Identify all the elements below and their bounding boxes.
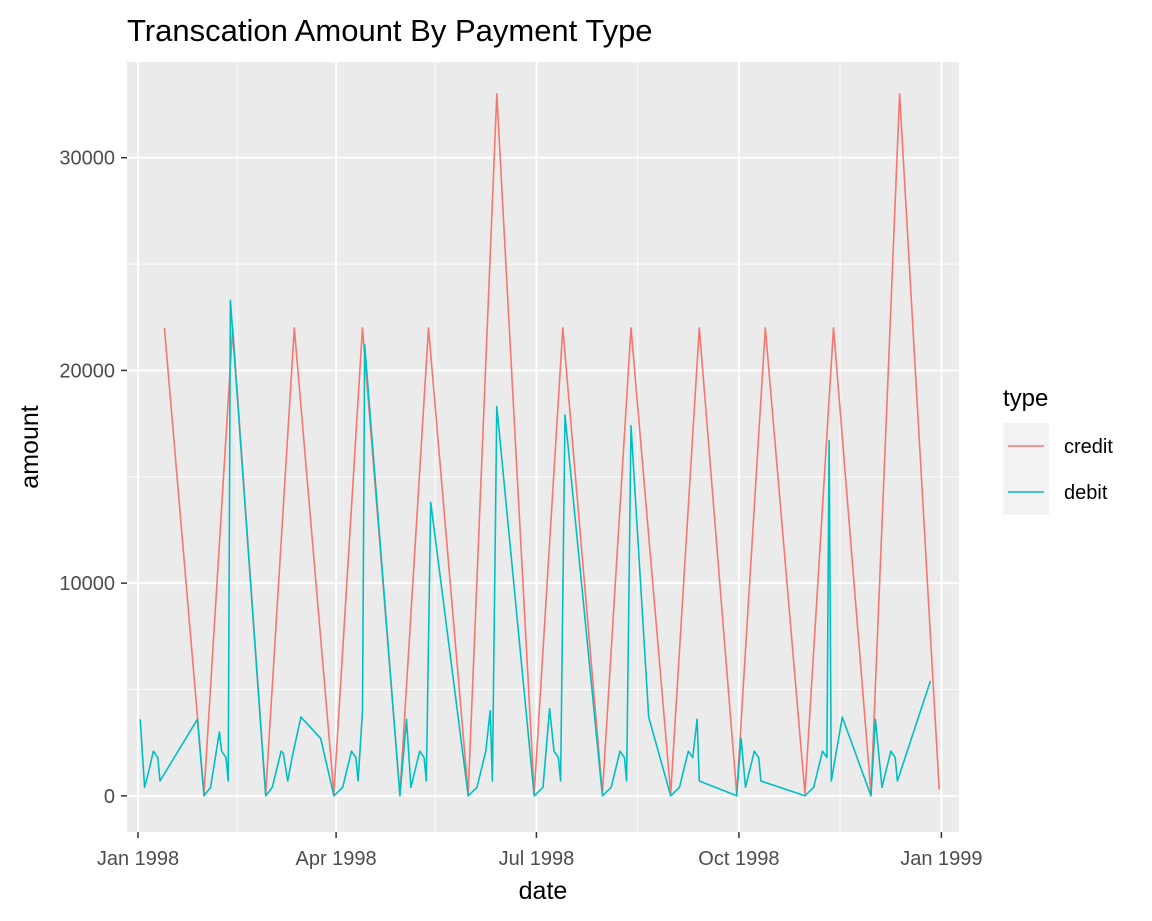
y-tick-label: 30000 (59, 148, 115, 170)
series-line-credit (163, 93, 940, 795)
chart-title: Transcation Amount By Payment Type (127, 13, 653, 48)
x-tick-label: Jul 1998 (499, 848, 575, 870)
x-axis: Jan 1998 Apr 1998 Jul 1998 Oct 1998 Jan 1999 (97, 832, 983, 870)
legend: type credit debit (1003, 385, 1113, 515)
legend-label-credit: credit (1064, 436, 1113, 458)
x-tick-label: Oct 1998 (698, 848, 779, 870)
series-lines (139, 93, 940, 797)
x-tick-label: Jan 1998 (97, 848, 179, 870)
panel-background (127, 62, 959, 832)
major-gridlines (127, 62, 959, 832)
legend-title: type (1003, 385, 1048, 412)
minor-gridlines (127, 62, 959, 832)
plot-panel (127, 62, 959, 832)
y-tick-label: 0 (104, 786, 115, 808)
legend-items: credit debit (1003, 423, 1113, 515)
series-line-debit (139, 299, 932, 797)
legend-label-debit: debit (1064, 482, 1108, 504)
y-tick-label: 20000 (59, 360, 115, 382)
y-axis: 0 10000 20000 30000 (59, 148, 127, 808)
y-tick-label: 10000 (59, 573, 115, 595)
x-tick-label: Jan 1999 (900, 848, 982, 870)
x-axis-title: date (519, 877, 568, 905)
x-tick-label: Apr 1998 (296, 848, 377, 870)
y-axis-title: amount (16, 405, 44, 488)
